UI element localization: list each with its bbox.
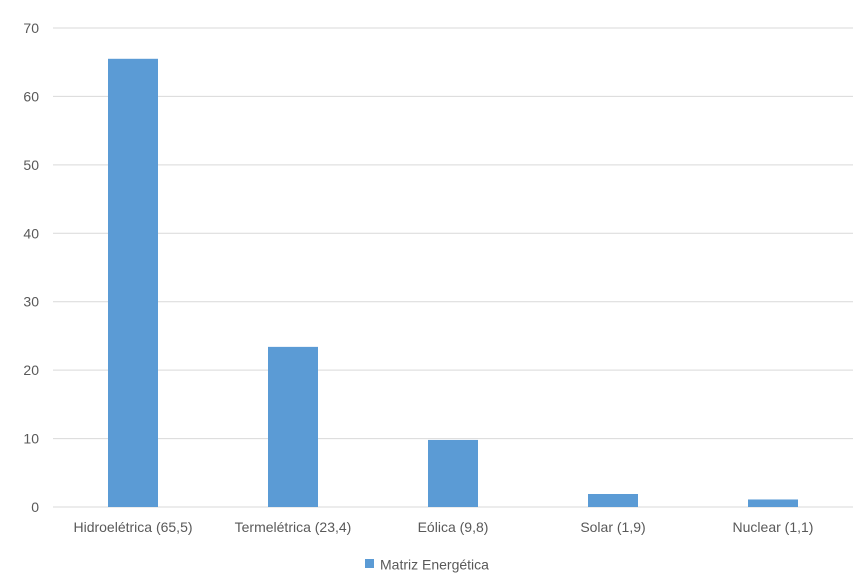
y-tick-label: 40 [23, 225, 39, 241]
y-tick-label: 20 [23, 362, 39, 378]
bar [428, 439, 478, 507]
x-tick-label: Nuclear (1,1) [733, 519, 814, 535]
y-tick-label: 10 [23, 431, 39, 447]
bar [108, 58, 158, 508]
x-tick-label: Termelétrica (23,4) [235, 519, 352, 535]
y-tick-label: 0 [31, 499, 39, 515]
x-axis-tick-labels: Hidroelétrica (65,5) Termelétrica (23,4) E… [73, 519, 813, 535]
y-tick-label: 70 [23, 20, 39, 36]
legend-swatch [365, 559, 374, 568]
bar [588, 493, 638, 507]
y-tick-label: 60 [23, 88, 39, 104]
legend: Matriz Energética [365, 557, 489, 573]
y-axis-tick-labels: 0 10 20 30 40 50 60 70 [23, 20, 39, 515]
y-tick-label: 30 [23, 294, 39, 310]
gridlines [53, 27, 853, 508]
bars [108, 58, 798, 508]
bar [748, 499, 798, 507]
y-tick-label: 50 [23, 157, 39, 173]
x-tick-label: Eólica (9,8) [418, 519, 489, 535]
legend-label: Matriz Energética [380, 557, 489, 573]
x-tick-label: Solar (1,9) [580, 519, 645, 535]
bar [268, 346, 318, 507]
x-tick-label: Hidroelétrica (65,5) [73, 519, 192, 535]
